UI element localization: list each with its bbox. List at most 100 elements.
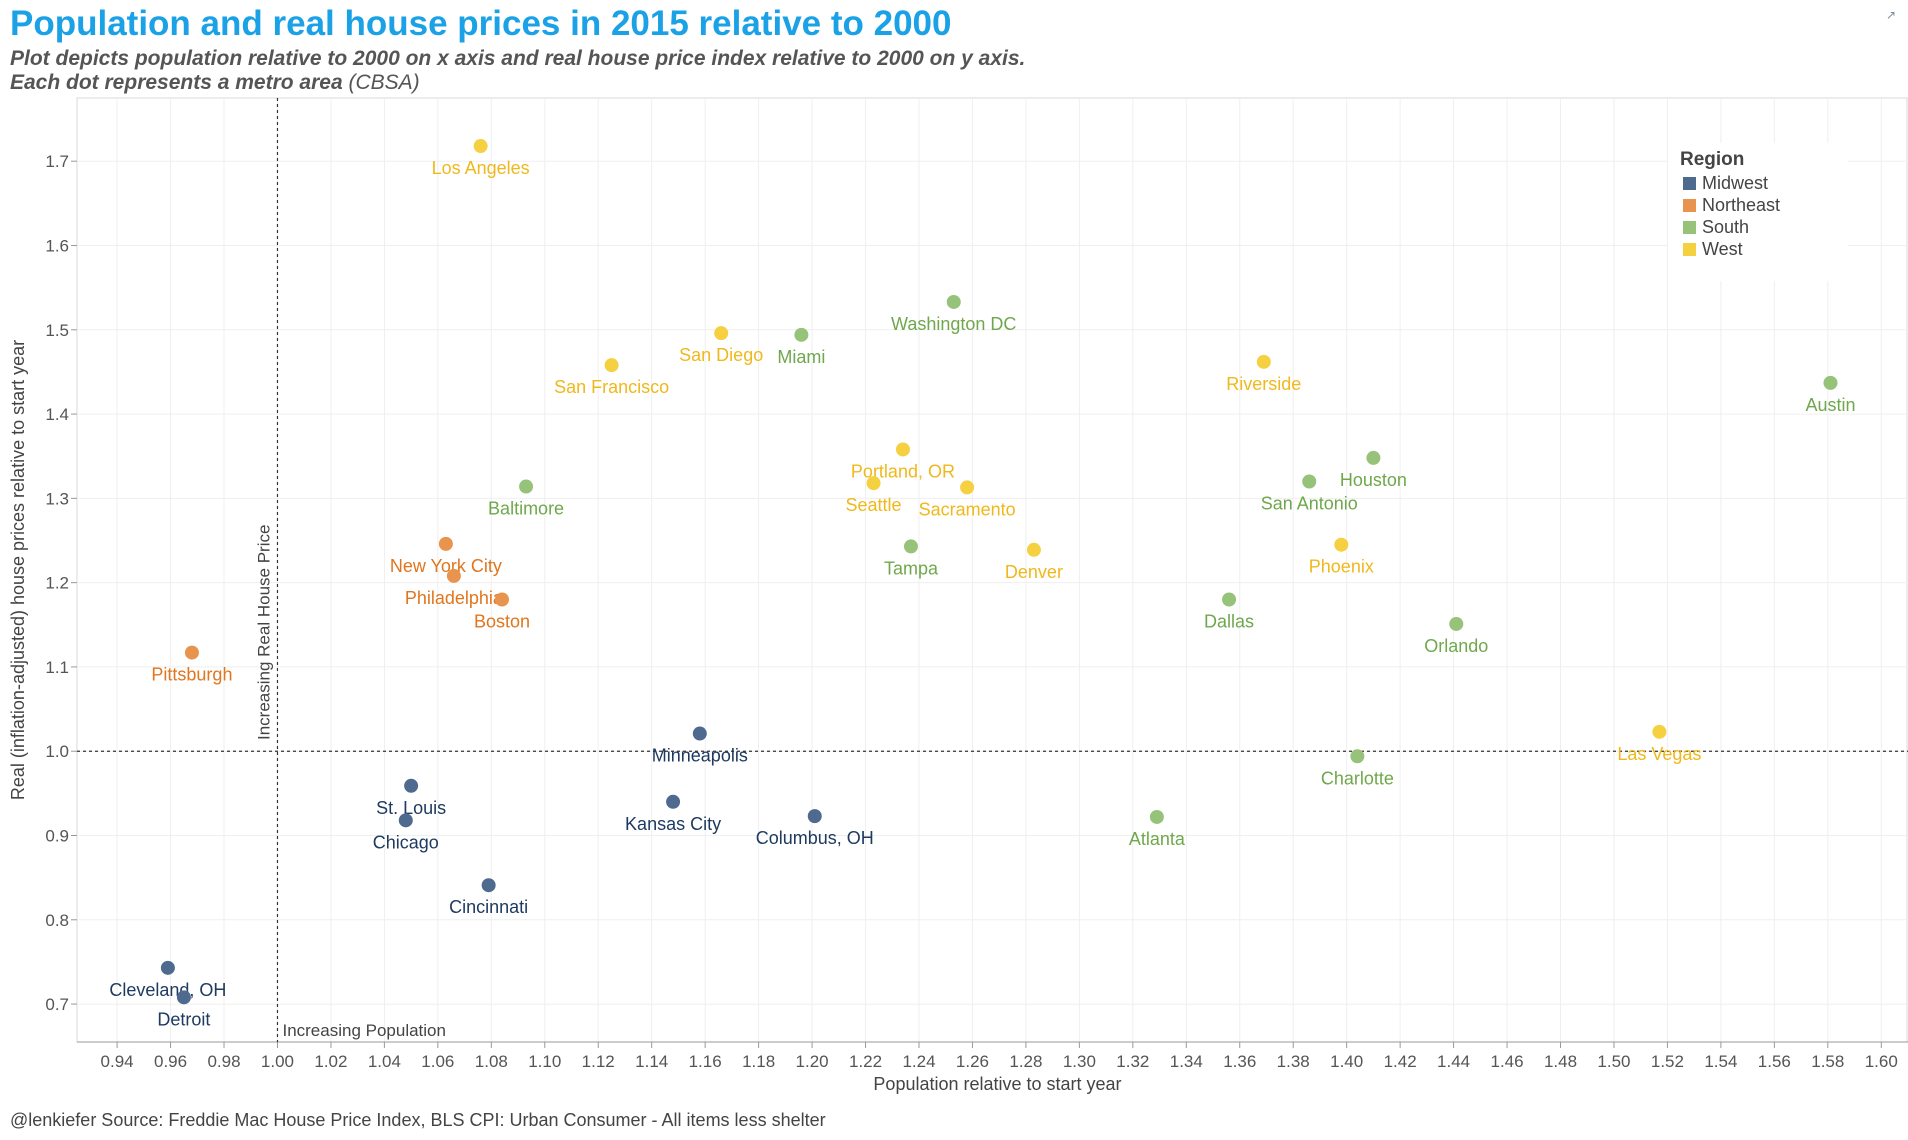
y-tick-label: 1.6 — [45, 237, 69, 256]
x-tick-label: 1.54 — [1704, 1052, 1737, 1071]
point-miami — [794, 327, 809, 342]
x-tick-label: 1.14 — [635, 1052, 668, 1071]
x-tick-label: 1.58 — [1811, 1052, 1844, 1071]
chart-subtitle-2: Each dot represents a metro area (CBSA) — [10, 71, 420, 95]
label-los-angeles: Los Angeles — [432, 158, 530, 178]
legend-swatch-south — [1683, 221, 1696, 234]
x-tick-label: 1.26 — [956, 1052, 989, 1071]
label-las-vegas: Las Vegas — [1617, 744, 1701, 764]
legend-swatch-west — [1683, 243, 1696, 256]
x-tick-label: 1.46 — [1491, 1052, 1524, 1071]
subtitle-bold-part: Each dot represents a metro area — [10, 71, 343, 94]
x-tick-label: 1.10 — [528, 1052, 561, 1071]
point-st-louis — [404, 778, 419, 793]
point-cleveland-oh — [160, 960, 175, 975]
y-axis-title: Real (inflation-adjusted) house prices r… — [8, 340, 28, 800]
x-tick-label: 1.30 — [1063, 1052, 1096, 1071]
scatter-chart: 0.94 0.96 0.98 1.00 1.02 1.04 1.06 1.08 1.10 1.12… — [8, 97, 1908, 1094]
point-pittsburgh — [184, 645, 199, 660]
x-tick-label: 1.04 — [368, 1052, 401, 1071]
reference-label-price: Increasing Real House Price — [254, 525, 273, 740]
x-tick-label: 1.48 — [1544, 1052, 1577, 1071]
point-san-diego — [714, 326, 729, 341]
y-tick-label: 1.2 — [45, 574, 69, 593]
subtitle-normal-part: (CBSA) — [342, 71, 420, 94]
x-tick-label: 1.08 — [475, 1052, 508, 1071]
label-san-diego: San Diego — [679, 345, 763, 365]
point-kansas-city — [666, 794, 681, 809]
point-sacramento — [960, 480, 975, 495]
plot-area — [76, 97, 1908, 1043]
label-tampa: Tampa — [884, 558, 939, 578]
point-boston — [495, 592, 510, 607]
x-tick-label: 1.36 — [1223, 1052, 1256, 1071]
y-tick-label: 0.8 — [45, 911, 69, 930]
x-tick-label: 1.06 — [421, 1052, 454, 1071]
label-detroit: Detroit — [157, 1009, 210, 1029]
x-tick-label: 1.20 — [796, 1052, 829, 1071]
label-chicago: Chicago — [373, 832, 439, 852]
label-sacramento: Sacramento — [919, 499, 1016, 519]
y-tick-label: 1.0 — [45, 742, 69, 761]
x-tick-label: 1.40 — [1330, 1052, 1363, 1071]
label-orlando: Orlando — [1424, 636, 1488, 656]
label-charlotte: Charlotte — [1321, 768, 1394, 788]
label-phoenix: Phoenix — [1309, 557, 1374, 577]
x-tick-label: 1.16 — [689, 1052, 722, 1071]
point-houston — [1366, 450, 1381, 465]
label-minneapolis: Minneapolis — [652, 746, 748, 766]
x-tick-label: 1.42 — [1384, 1052, 1417, 1071]
source-note: @lenkiefer Source: Freddie Mac House Pri… — [10, 1110, 826, 1130]
point-austin — [1823, 375, 1838, 390]
external-link-icon[interactable]: ↗ — [1885, 8, 1896, 22]
point-minneapolis — [692, 726, 707, 741]
y-tick-label: 0.7 — [45, 995, 69, 1014]
point-portland-or — [895, 442, 910, 457]
label-st-louis: St. Louis — [376, 798, 446, 818]
label-denver: Denver — [1005, 562, 1063, 582]
point-chicago — [398, 813, 413, 828]
label-pittsburgh: Pittsburgh — [151, 665, 232, 685]
label-portland-or: Portland, OR — [851, 461, 955, 481]
label-riverside: Riverside — [1226, 374, 1301, 394]
x-tick-label: 0.94 — [101, 1052, 134, 1071]
legend-swatch-midwest — [1683, 177, 1696, 190]
point-phoenix — [1334, 537, 1349, 552]
label-kansas-city: Kansas City — [625, 814, 721, 834]
point-los-angeles — [473, 139, 488, 154]
x-axis-title: Population relative to start year — [873, 1074, 1121, 1094]
legend-label-northeast: Northeast — [1702, 195, 1780, 215]
label-miami: Miami — [777, 347, 825, 367]
point-cincinnati — [481, 878, 496, 893]
y-tick-label: 1.7 — [45, 152, 69, 171]
legend-label-west: West — [1702, 239, 1743, 259]
x-tick-label: 0.96 — [154, 1052, 187, 1071]
point-dallas — [1222, 592, 1237, 607]
label-boston: Boston — [474, 612, 530, 632]
x-tick-label: 1.02 — [314, 1052, 347, 1071]
chart-subtitle: Plot depicts population relative to 2000… — [10, 47, 1026, 70]
chart-title: Population and real house prices in 2015… — [10, 4, 952, 43]
label-san-francisco: San Francisco — [554, 377, 669, 397]
x-tick-label: 1.22 — [849, 1052, 882, 1071]
x-tick-label: 0.98 — [207, 1052, 240, 1071]
x-tick-label: 1.28 — [1009, 1052, 1042, 1071]
point-new-york-city — [438, 536, 453, 551]
point-atlanta — [1149, 809, 1164, 824]
y-tick-label: 1.1 — [45, 658, 69, 677]
x-tick-label: 1.38 — [1277, 1052, 1310, 1071]
label-houston: Houston — [1340, 470, 1407, 490]
label-dallas: Dallas — [1204, 612, 1254, 632]
point-seattle — [866, 476, 881, 491]
label-cleveland-oh: Cleveland, OH — [109, 980, 226, 1000]
x-tick-label: 1.32 — [1116, 1052, 1149, 1071]
point-philadelphia — [446, 568, 461, 583]
y-tick-label: 0.9 — [45, 827, 69, 846]
label-new-york-city: New York City — [390, 556, 502, 576]
point-detroit — [176, 990, 191, 1005]
label-philadelphia: Philadelphia — [405, 588, 504, 608]
point-orlando — [1449, 616, 1464, 631]
label-baltimore: Baltimore — [488, 499, 564, 519]
x-tick-label: 1.60 — [1865, 1052, 1898, 1071]
label-columbus-oh: Columbus, OH — [756, 828, 874, 848]
